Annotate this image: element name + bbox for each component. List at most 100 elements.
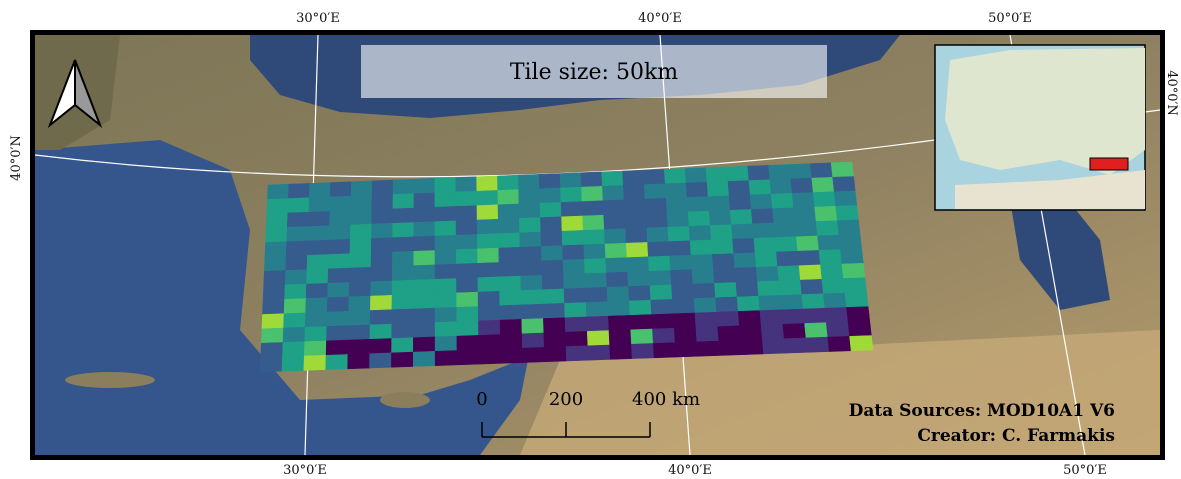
tile (792, 193, 814, 208)
lon-label: 30°0′E (283, 463, 327, 478)
tile (392, 251, 413, 266)
tile (327, 297, 349, 312)
tile (262, 314, 284, 329)
tile (776, 251, 799, 266)
tile (771, 193, 793, 208)
tile (739, 325, 762, 340)
tile (261, 342, 283, 357)
tile (543, 289, 565, 304)
tile (266, 227, 288, 242)
inset-map (935, 45, 1145, 210)
tile (351, 195, 372, 210)
tile (562, 216, 584, 231)
tile (288, 183, 309, 198)
tile (413, 322, 435, 337)
tile (328, 254, 350, 269)
tile (282, 356, 304, 371)
tile (840, 249, 863, 264)
tile (603, 200, 625, 215)
tile (624, 199, 646, 214)
tile (608, 315, 630, 330)
tile (750, 194, 772, 209)
tile (754, 238, 777, 253)
tile (833, 176, 856, 191)
tile (435, 264, 456, 279)
tile (348, 310, 370, 325)
tile (392, 280, 414, 295)
lon-label: 50°0′E (988, 11, 1032, 26)
tile (789, 164, 811, 179)
tile (414, 265, 435, 280)
tile (261, 328, 283, 343)
tile (309, 197, 330, 212)
tile (393, 208, 414, 223)
tile (782, 309, 805, 324)
tile (823, 293, 846, 308)
tile (414, 178, 435, 193)
tile (288, 198, 309, 213)
tile (413, 351, 435, 366)
tile (759, 295, 782, 310)
tile (478, 277, 500, 292)
tile (287, 212, 309, 227)
tile (561, 202, 583, 217)
tile (672, 299, 695, 314)
tile (819, 250, 842, 265)
tile (626, 228, 648, 243)
tile (264, 271, 286, 286)
tile (564, 274, 586, 289)
tile (818, 235, 841, 250)
tile (652, 314, 675, 329)
tile (542, 274, 564, 289)
tile (392, 323, 414, 338)
tile (477, 219, 498, 234)
tile (584, 258, 606, 273)
tile (650, 285, 672, 300)
tile (585, 273, 607, 288)
tile (816, 221, 839, 236)
tile (497, 175, 518, 190)
tile (305, 326, 327, 341)
tile (671, 284, 693, 299)
tile (520, 246, 542, 261)
tile (770, 179, 792, 194)
tile (651, 299, 673, 314)
tile (371, 252, 392, 267)
snow-tiles (260, 162, 873, 372)
tile (730, 209, 752, 224)
tile (805, 323, 828, 338)
tile (719, 340, 742, 355)
tile (518, 174, 539, 189)
tile (456, 191, 477, 206)
tile (604, 229, 626, 244)
tile (629, 300, 651, 315)
tile (371, 266, 393, 281)
tile (772, 208, 794, 223)
tile (762, 339, 785, 354)
tile (477, 205, 498, 220)
tile (393, 194, 414, 209)
tile (287, 227, 309, 242)
tile (539, 174, 560, 189)
tile (587, 316, 609, 331)
tile (435, 206, 456, 221)
tile (735, 267, 758, 282)
tile (392, 294, 414, 309)
tile (606, 258, 628, 273)
tile (806, 337, 829, 352)
tile (326, 326, 348, 341)
tile (456, 206, 477, 221)
tile (628, 286, 650, 301)
tile (605, 243, 627, 258)
tile (263, 285, 285, 300)
tile (775, 237, 798, 252)
tile (631, 329, 654, 344)
tile (348, 325, 370, 340)
tile (372, 209, 393, 224)
tile (306, 298, 328, 313)
tile (717, 311, 740, 326)
tile (647, 227, 669, 242)
tile (457, 321, 479, 336)
tile (711, 239, 733, 254)
tile (697, 341, 720, 356)
